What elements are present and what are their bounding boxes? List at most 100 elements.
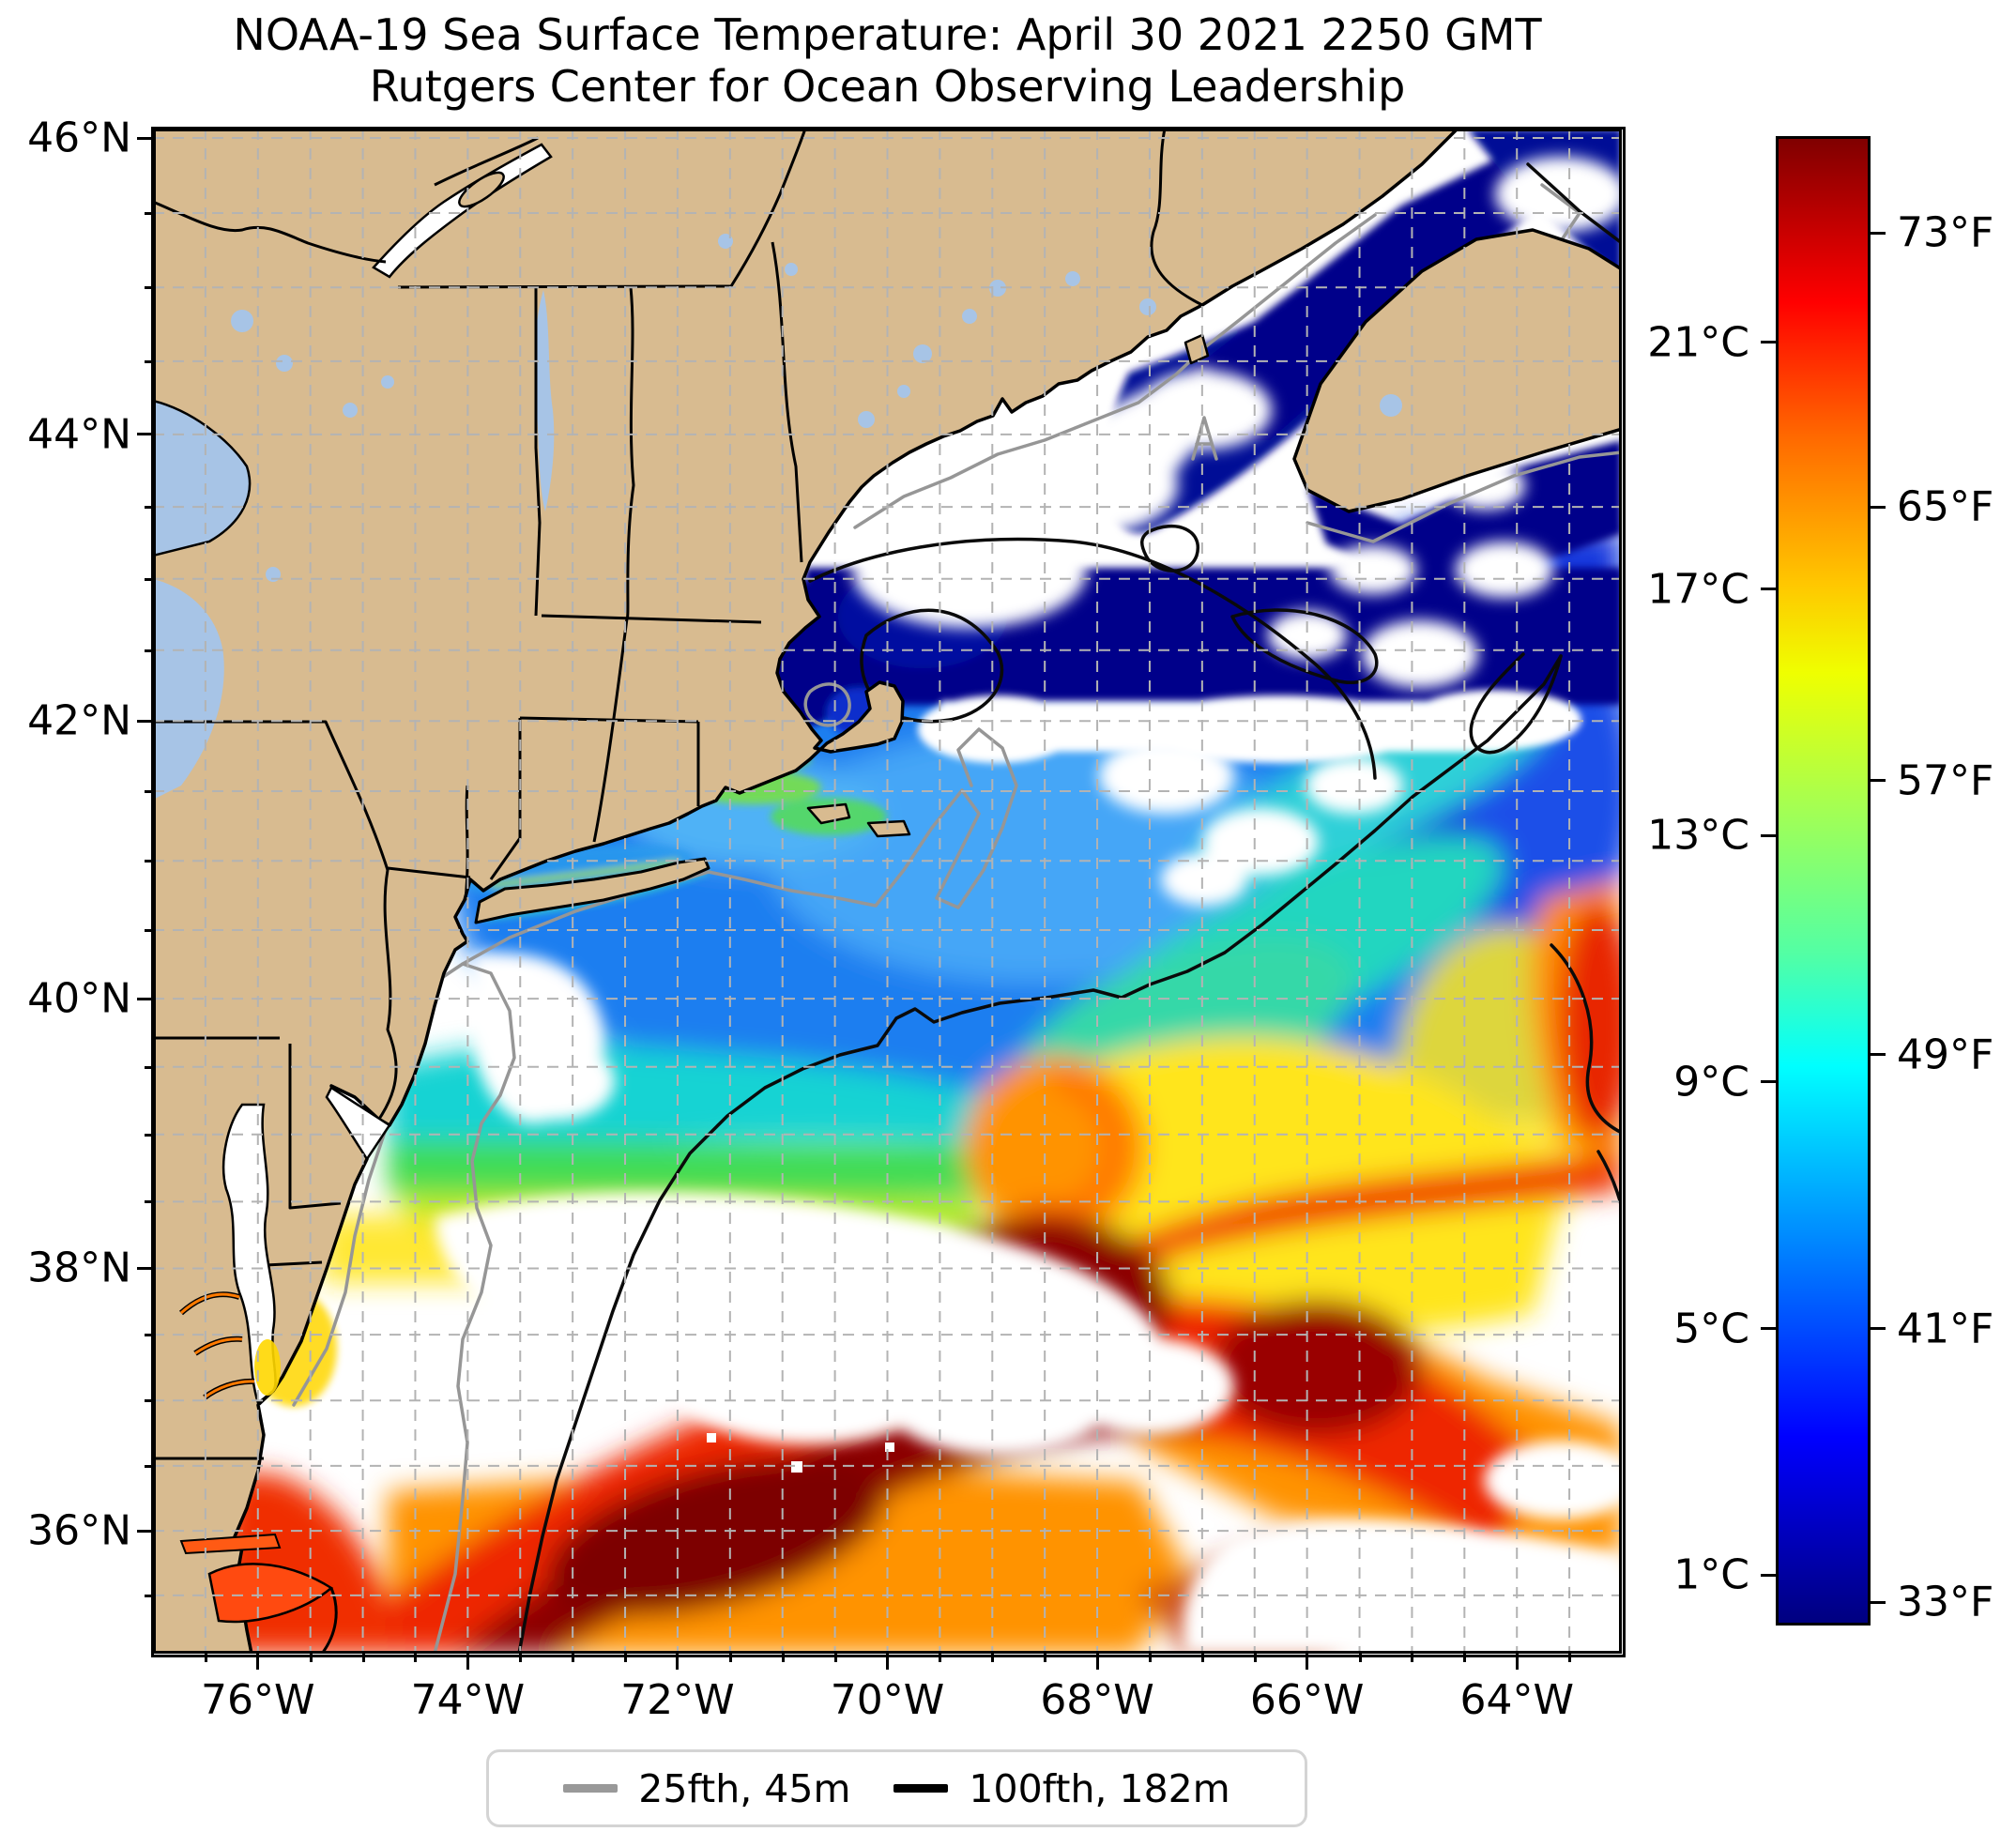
chesapeake-bay bbox=[222, 1103, 277, 1406]
x-axis-minor-tick bbox=[1411, 1654, 1414, 1662]
colorbar-fahrenheit-label: 41°F bbox=[1897, 1305, 1994, 1353]
colorbar-celsius-tick bbox=[1761, 833, 1776, 837]
y-axis-minor-tick bbox=[145, 286, 153, 290]
colorbar-fahrenheit-tick bbox=[1871, 231, 1886, 235]
y-axis-minor-tick bbox=[145, 1399, 153, 1403]
x-axis-minor-tick bbox=[1463, 1654, 1467, 1662]
x-tick-label: 72°W bbox=[620, 1676, 735, 1724]
border-nh-me bbox=[771, 241, 803, 563]
colorbar-fahrenheit-tick bbox=[1871, 505, 1886, 509]
x-tick-label: 76°W bbox=[201, 1676, 315, 1724]
colorbar-celsius-tick bbox=[1761, 588, 1776, 591]
y-axis-minor-tick bbox=[145, 1464, 153, 1468]
y-axis-minor-tick bbox=[145, 212, 153, 215]
y-axis-minor-tick bbox=[145, 860, 153, 863]
legend-item-45m: 25fth, 45m bbox=[563, 1766, 850, 1811]
x-axis-minor-tick bbox=[204, 1654, 207, 1662]
mainland bbox=[153, 129, 1459, 1654]
y-axis-major-tick bbox=[137, 1266, 153, 1270]
border-ny-vt bbox=[534, 287, 542, 617]
x-axis-minor-tick bbox=[1148, 1654, 1152, 1662]
colorbar-celsius-label: 21°C bbox=[1647, 318, 1749, 367]
hudson-river bbox=[464, 785, 469, 901]
lake-champlain bbox=[534, 290, 555, 511]
x-axis-minor-tick bbox=[309, 1654, 313, 1662]
y-axis-minor-tick bbox=[145, 649, 153, 652]
y-axis-minor-tick bbox=[145, 928, 153, 932]
x-axis-major-tick bbox=[886, 1654, 889, 1670]
colorbar-celsius-tick bbox=[1761, 1080, 1776, 1084]
x-axis-minor-tick bbox=[361, 1654, 365, 1662]
colorbar-fahrenheit-label: 33°F bbox=[1897, 1578, 1994, 1626]
x-axis-major-tick bbox=[256, 1654, 260, 1670]
x-tick-label: 74°W bbox=[410, 1676, 526, 1724]
x-tick-label: 70°W bbox=[830, 1676, 945, 1724]
legend: 25fth, 45m 100fth, 182m bbox=[486, 1749, 1307, 1827]
y-tick-label: 46°N bbox=[27, 114, 131, 162]
lake-ontario bbox=[153, 399, 252, 557]
y-axis-minor-tick bbox=[145, 1065, 153, 1069]
y-axis-minor-tick bbox=[145, 1594, 153, 1597]
colorbar-fahrenheit-label: 49°F bbox=[1897, 1030, 1994, 1079]
x-axis-minor-tick bbox=[1568, 1654, 1572, 1662]
map-plot-area bbox=[153, 129, 1622, 1654]
legend-item-182m: 100fth, 182m bbox=[893, 1765, 1230, 1811]
border-us-canada-45n bbox=[397, 129, 807, 289]
colorbar-celsius-label: 5°C bbox=[1673, 1305, 1749, 1353]
map-border bbox=[153, 129, 1622, 1654]
cloud-speckles bbox=[679, 1292, 1525, 1640]
y-axis-minor-tick bbox=[145, 1133, 153, 1137]
lakes bbox=[153, 234, 1402, 800]
finger-lakes bbox=[153, 579, 224, 800]
y-axis-minor-tick bbox=[145, 506, 153, 510]
x-axis-major-tick bbox=[676, 1654, 680, 1670]
colorbar bbox=[1776, 136, 1871, 1626]
y-tick-label: 36°N bbox=[27, 1506, 131, 1555]
x-axis-minor-tick bbox=[728, 1654, 732, 1662]
x-axis-minor-tick bbox=[519, 1654, 523, 1662]
x-axis-minor-tick bbox=[1200, 1654, 1204, 1662]
x-axis-minor-tick bbox=[1358, 1654, 1362, 1662]
y-axis-minor-tick bbox=[145, 790, 153, 794]
y-axis-minor-tick bbox=[145, 359, 153, 363]
cloud-mask bbox=[435, 157, 1622, 1654]
connecticut-river bbox=[592, 618, 629, 843]
title-line-2: Rutgers Center for Ocean Observing Leade… bbox=[369, 61, 1406, 112]
estuaries bbox=[178, 1086, 391, 1654]
y-tick-label: 42°N bbox=[27, 696, 131, 745]
colorbar-celsius-label: 9°C bbox=[1673, 1058, 1749, 1107]
border-maine-nb bbox=[1150, 129, 1203, 307]
rivers bbox=[153, 200, 629, 901]
title-line-1: NOAA-19 Sea Surface Temperature: April 3… bbox=[233, 9, 1542, 60]
x-axis-minor-tick bbox=[781, 1654, 785, 1662]
x-axis-minor-tick bbox=[1253, 1654, 1257, 1662]
x-axis-minor-tick bbox=[833, 1654, 837, 1662]
legend-label-45m: 25fth, 45m bbox=[638, 1765, 851, 1811]
colorbar-celsius-tick bbox=[1761, 341, 1776, 344]
legend-label-182m: 100fth, 182m bbox=[969, 1765, 1230, 1811]
figure-title: NOAA-19 Sea Surface Temperature: April 3… bbox=[153, 9, 1622, 113]
x-axis-minor-tick bbox=[939, 1654, 942, 1662]
graticule bbox=[153, 129, 1622, 1654]
colorbar-fahrenheit-tick bbox=[1871, 1600, 1886, 1604]
colorbar-celsius-tick bbox=[1761, 1573, 1776, 1577]
x-axis-minor-tick bbox=[991, 1654, 995, 1662]
colorbar-celsius-label: 17°C bbox=[1647, 565, 1749, 614]
x-tick-label: 66°W bbox=[1249, 1676, 1365, 1724]
border-vt-nh bbox=[625, 286, 635, 620]
sst-map bbox=[153, 129, 1622, 1654]
colorbar-fahrenheit-label: 73°F bbox=[1897, 208, 1994, 257]
y-axis-major-tick bbox=[137, 719, 153, 723]
x-tick-label: 64°W bbox=[1459, 1676, 1574, 1724]
colorbar-celsius-label: 1°C bbox=[1673, 1550, 1749, 1599]
x-axis-minor-tick bbox=[414, 1654, 418, 1662]
y-tick-label: 44°N bbox=[27, 410, 131, 459]
st-lawrence-river bbox=[372, 136, 553, 279]
border-ma-north bbox=[541, 614, 762, 624]
y-tick-label: 38°N bbox=[27, 1244, 131, 1292]
x-axis-major-tick bbox=[466, 1654, 469, 1670]
border-nj-ny bbox=[387, 866, 471, 879]
colorbar-fahrenheit-tick bbox=[1871, 1327, 1886, 1331]
colorbar-fahrenheit-label: 65°F bbox=[1897, 482, 1994, 531]
